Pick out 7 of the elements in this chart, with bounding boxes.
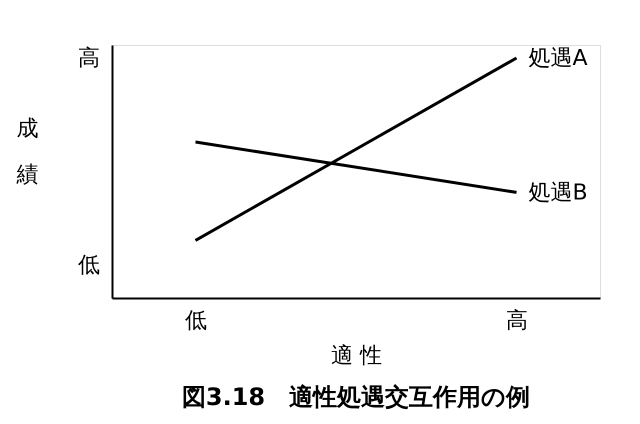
- text: 高: [78, 46, 100, 71]
- series-label: 処遇B: [528, 180, 588, 206]
- text: 図3.18 適性処遇交互作用の例: [182, 383, 530, 411]
- x-axis-title: 適 性: [331, 344, 382, 368]
- text: 低: [78, 253, 100, 278]
- y-axis-title: 成績: [16, 116, 38, 188]
- series-label: 処遇A: [528, 46, 588, 71]
